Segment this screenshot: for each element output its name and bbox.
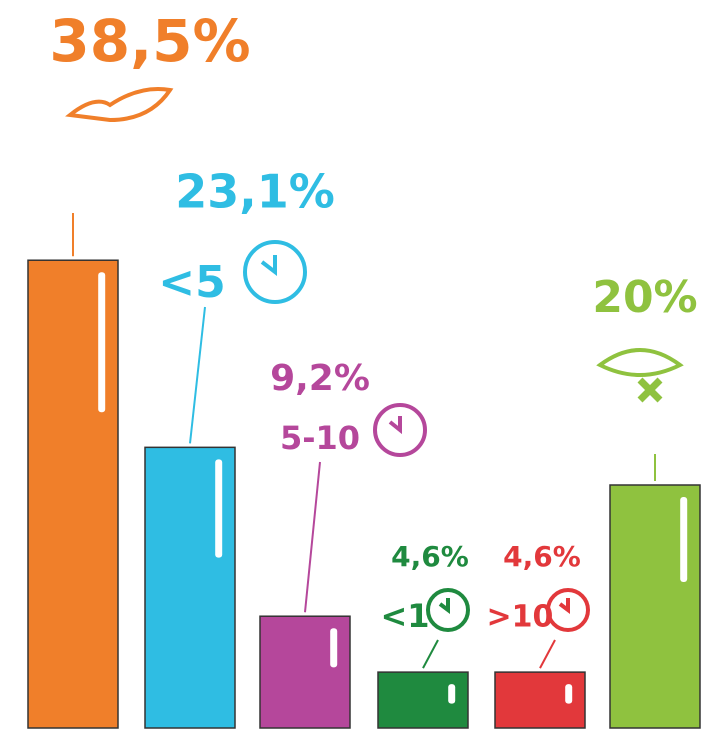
clock-hands <box>262 255 275 272</box>
clock-hands <box>440 598 448 610</box>
pizza-icon <box>70 89 170 120</box>
clock-hands <box>560 598 568 610</box>
value-label: 4,6% <box>391 540 469 573</box>
leader-line <box>190 307 205 443</box>
category-label: <1 <box>380 597 429 635</box>
bar-highlight <box>330 628 337 667</box>
category-label: <5 <box>158 257 225 308</box>
value-label: 20% <box>592 272 697 323</box>
clock-hands <box>390 416 400 430</box>
leader-line <box>305 462 320 612</box>
bar-highlight <box>680 497 687 582</box>
chart: 38,5% 23,1% <5 9,2% 5-10 4,6% <1 4,6% >10 20% <box>0 0 724 739</box>
bar-highlight <box>215 459 222 557</box>
value-label: 38,5% <box>49 7 250 75</box>
bar-highlight <box>98 272 105 412</box>
bar-highlight <box>448 684 455 704</box>
cross-icon <box>640 380 660 400</box>
category-label: 5-10 <box>280 419 360 457</box>
bar-highlight <box>565 684 572 704</box>
leader-line <box>423 640 438 668</box>
lips-icon <box>600 350 680 375</box>
category-label: >10 <box>487 600 554 635</box>
value-label: 9,2% <box>270 358 370 399</box>
leader-line <box>540 640 555 668</box>
value-label: 23,1% <box>175 165 335 219</box>
value-label: 4,6% <box>503 540 581 573</box>
page: 38,5%23,1%<59,2%5-104,6%<14,6%>1020% (()… <box>0 0 724 739</box>
